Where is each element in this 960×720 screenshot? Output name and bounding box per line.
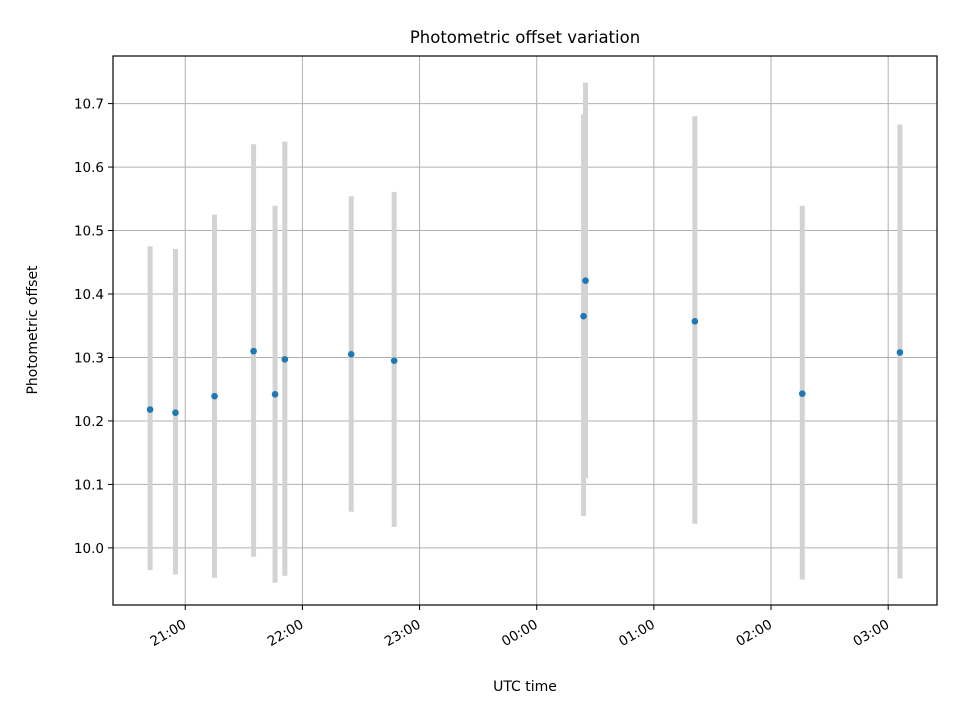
y-tick-label: 10.0 (74, 541, 104, 557)
y-axis-label: Photometric offset (25, 265, 41, 395)
data-point (146, 406, 154, 413)
y-tick-label: 10.1 (74, 477, 104, 493)
x-axis-label: UTC time (493, 679, 557, 695)
data-point (798, 390, 806, 397)
data-point (691, 317, 699, 325)
data-point (211, 392, 218, 400)
x-tick-label: 02:00 (733, 617, 775, 650)
x-tick-label: 22:00 (265, 617, 307, 650)
data-point (271, 390, 279, 398)
data-point (250, 347, 257, 355)
grid (113, 56, 937, 605)
x-tick-label: 00:00 (499, 617, 541, 650)
data-point (896, 349, 904, 356)
plot-background (113, 56, 937, 605)
data-point (580, 312, 587, 320)
x-tick-label: 21:00 (148, 617, 190, 650)
y-tick-label: 10.6 (74, 160, 104, 176)
y-tick-label: 10.3 (74, 350, 104, 366)
plot-frame (112, 55, 938, 606)
data-point (582, 277, 589, 284)
data-point (172, 409, 179, 416)
chart-title: Photometric offset variation (410, 28, 640, 47)
y-tick-label: 10.4 (74, 287, 104, 303)
x-axis: 21:00 22:00 23:00 00:00 01:00 02:00 03:00 (148, 605, 892, 650)
data-point (281, 356, 289, 363)
x-tick-label: 01:00 (616, 617, 658, 650)
data-points (146, 277, 904, 416)
y-tick-label: 10.2 (74, 414, 104, 430)
y-tick-label: 10.7 (74, 97, 104, 113)
x-tick-label: 03:00 (850, 617, 892, 650)
x-tick-label: 23:00 (382, 617, 424, 650)
y-axis: 10.0 10.1 10.2 10.3 10.4 10.5 10.6 10.7 (74, 97, 113, 557)
data-point (390, 357, 398, 364)
y-tick-label: 10.5 (74, 224, 104, 240)
data-point (347, 351, 355, 358)
